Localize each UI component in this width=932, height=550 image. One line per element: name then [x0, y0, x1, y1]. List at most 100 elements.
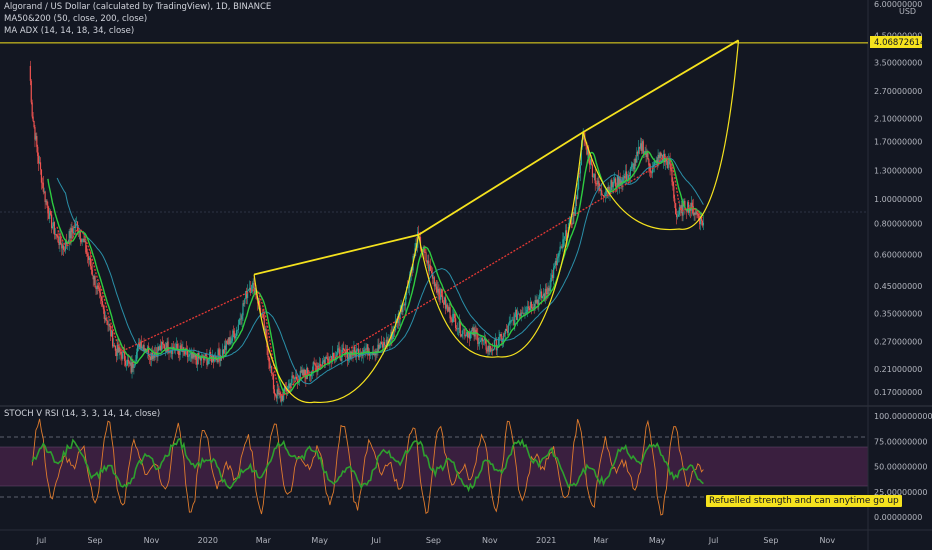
- candle-body: [325, 357, 327, 359]
- candle-body: [314, 363, 316, 366]
- candle-body: [638, 147, 640, 154]
- time-tick-label: Nov: [819, 536, 835, 545]
- candle-body: [530, 301, 533, 309]
- candle-body: [642, 141, 644, 154]
- candle-body: [148, 346, 150, 356]
- candle-body: [480, 338, 483, 341]
- candle-body: [516, 309, 518, 320]
- candle-body: [504, 333, 506, 335]
- candle-body: [597, 180, 599, 185]
- candle-body: [613, 181, 615, 186]
- candle-body: [103, 309, 105, 320]
- candle-body: [210, 356, 213, 363]
- candle-body: [456, 328, 459, 330]
- candle-body: [408, 277, 410, 288]
- indicator-ma[interactable]: MA50&200 (50, close, 200, close): [4, 14, 148, 24]
- candle-body: [641, 141, 643, 151]
- candle-body: [453, 313, 455, 315]
- candle-body: [162, 344, 165, 345]
- candle-body: [553, 265, 556, 268]
- candle-body: [117, 344, 119, 353]
- candle-body: [51, 214, 53, 229]
- candle-body: [439, 294, 441, 300]
- candle-body: [563, 238, 565, 240]
- candle-body: [136, 352, 138, 362]
- candle-body: [63, 249, 66, 251]
- candle-body: [104, 317, 106, 320]
- candle-body: [622, 177, 624, 185]
- oscillator-label[interactable]: STOCH V RSI (14, 3, 3, 14, 14, close): [4, 409, 161, 419]
- candle-body: [283, 391, 285, 401]
- candle-body: [598, 180, 600, 188]
- candle-body: [495, 338, 497, 351]
- candle-body: [485, 340, 487, 350]
- time-tick-label: Mar: [593, 536, 609, 545]
- candle-body: [549, 287, 551, 291]
- candle-body: [404, 304, 406, 306]
- candle-body: [601, 190, 603, 196]
- candle-body: [116, 344, 118, 356]
- candle-body: [237, 324, 239, 331]
- candle-body: [197, 352, 199, 365]
- time-tick-label: May: [649, 536, 666, 545]
- candle-body: [50, 211, 52, 215]
- candle-body: [465, 334, 467, 337]
- candle-body: [433, 277, 435, 287]
- candle-body: [254, 287, 256, 295]
- candle-body: [245, 290, 247, 299]
- candle-body: [222, 349, 225, 354]
- candle-body: [124, 350, 126, 361]
- candle-body: [518, 313, 521, 315]
- indicator-adx[interactable]: MA ADX (14, 14, 18, 34, close): [4, 26, 135, 36]
- candle-body: [645, 151, 647, 158]
- candle-body: [596, 183, 598, 185]
- candle-body: [222, 349, 224, 358]
- candle-body: [195, 354, 197, 360]
- candle-body: [527, 306, 529, 310]
- candle-body: [483, 338, 485, 340]
- candle-body: [232, 330, 234, 339]
- time-tick-label: Mar: [256, 536, 272, 545]
- candle-body: [543, 293, 545, 300]
- candle-body: [568, 219, 570, 227]
- candle-body: [70, 228, 72, 239]
- candle-body: [539, 293, 541, 298]
- candle-body: [234, 335, 237, 339]
- candle-body: [302, 369, 304, 376]
- candle-body: [241, 315, 243, 320]
- candle-body: [504, 329, 507, 334]
- candle-body: [487, 345, 489, 352]
- price-tick-label: 0.17000000: [874, 388, 922, 397]
- candle-body: [199, 357, 202, 361]
- candle-body: [700, 216, 702, 225]
- candle-body: [101, 301, 104, 306]
- candle-body: [668, 159, 670, 161]
- candle-body: [479, 341, 481, 344]
- candle-body: [385, 339, 387, 348]
- candle-body: [542, 293, 545, 297]
- candle-body: [330, 356, 332, 357]
- candle-body: [332, 352, 334, 362]
- candle-body: [303, 369, 305, 376]
- candle-body: [605, 190, 607, 195]
- candle-body: [342, 347, 344, 350]
- candle-body: [677, 214, 680, 217]
- price-tick-label: 1.70000000: [874, 137, 922, 146]
- candle-body: [60, 235, 62, 245]
- candle-body: [59, 235, 61, 246]
- candle-body: [188, 354, 190, 357]
- price-tick-label: 0.45000000: [874, 282, 922, 291]
- candle-body: [492, 348, 495, 351]
- candle-body: [223, 345, 226, 354]
- price-tick-label: 1.30000000: [874, 167, 922, 176]
- price-tick-label: 1.00000000: [874, 195, 922, 204]
- candle-body: [344, 351, 347, 354]
- candle-body: [62, 245, 64, 249]
- candle-body: [664, 157, 667, 163]
- candle-body: [125, 365, 128, 367]
- candle-body: [79, 231, 81, 239]
- candle-body: [450, 318, 452, 320]
- candle-body: [634, 158, 636, 170]
- candle-body: [160, 345, 162, 351]
